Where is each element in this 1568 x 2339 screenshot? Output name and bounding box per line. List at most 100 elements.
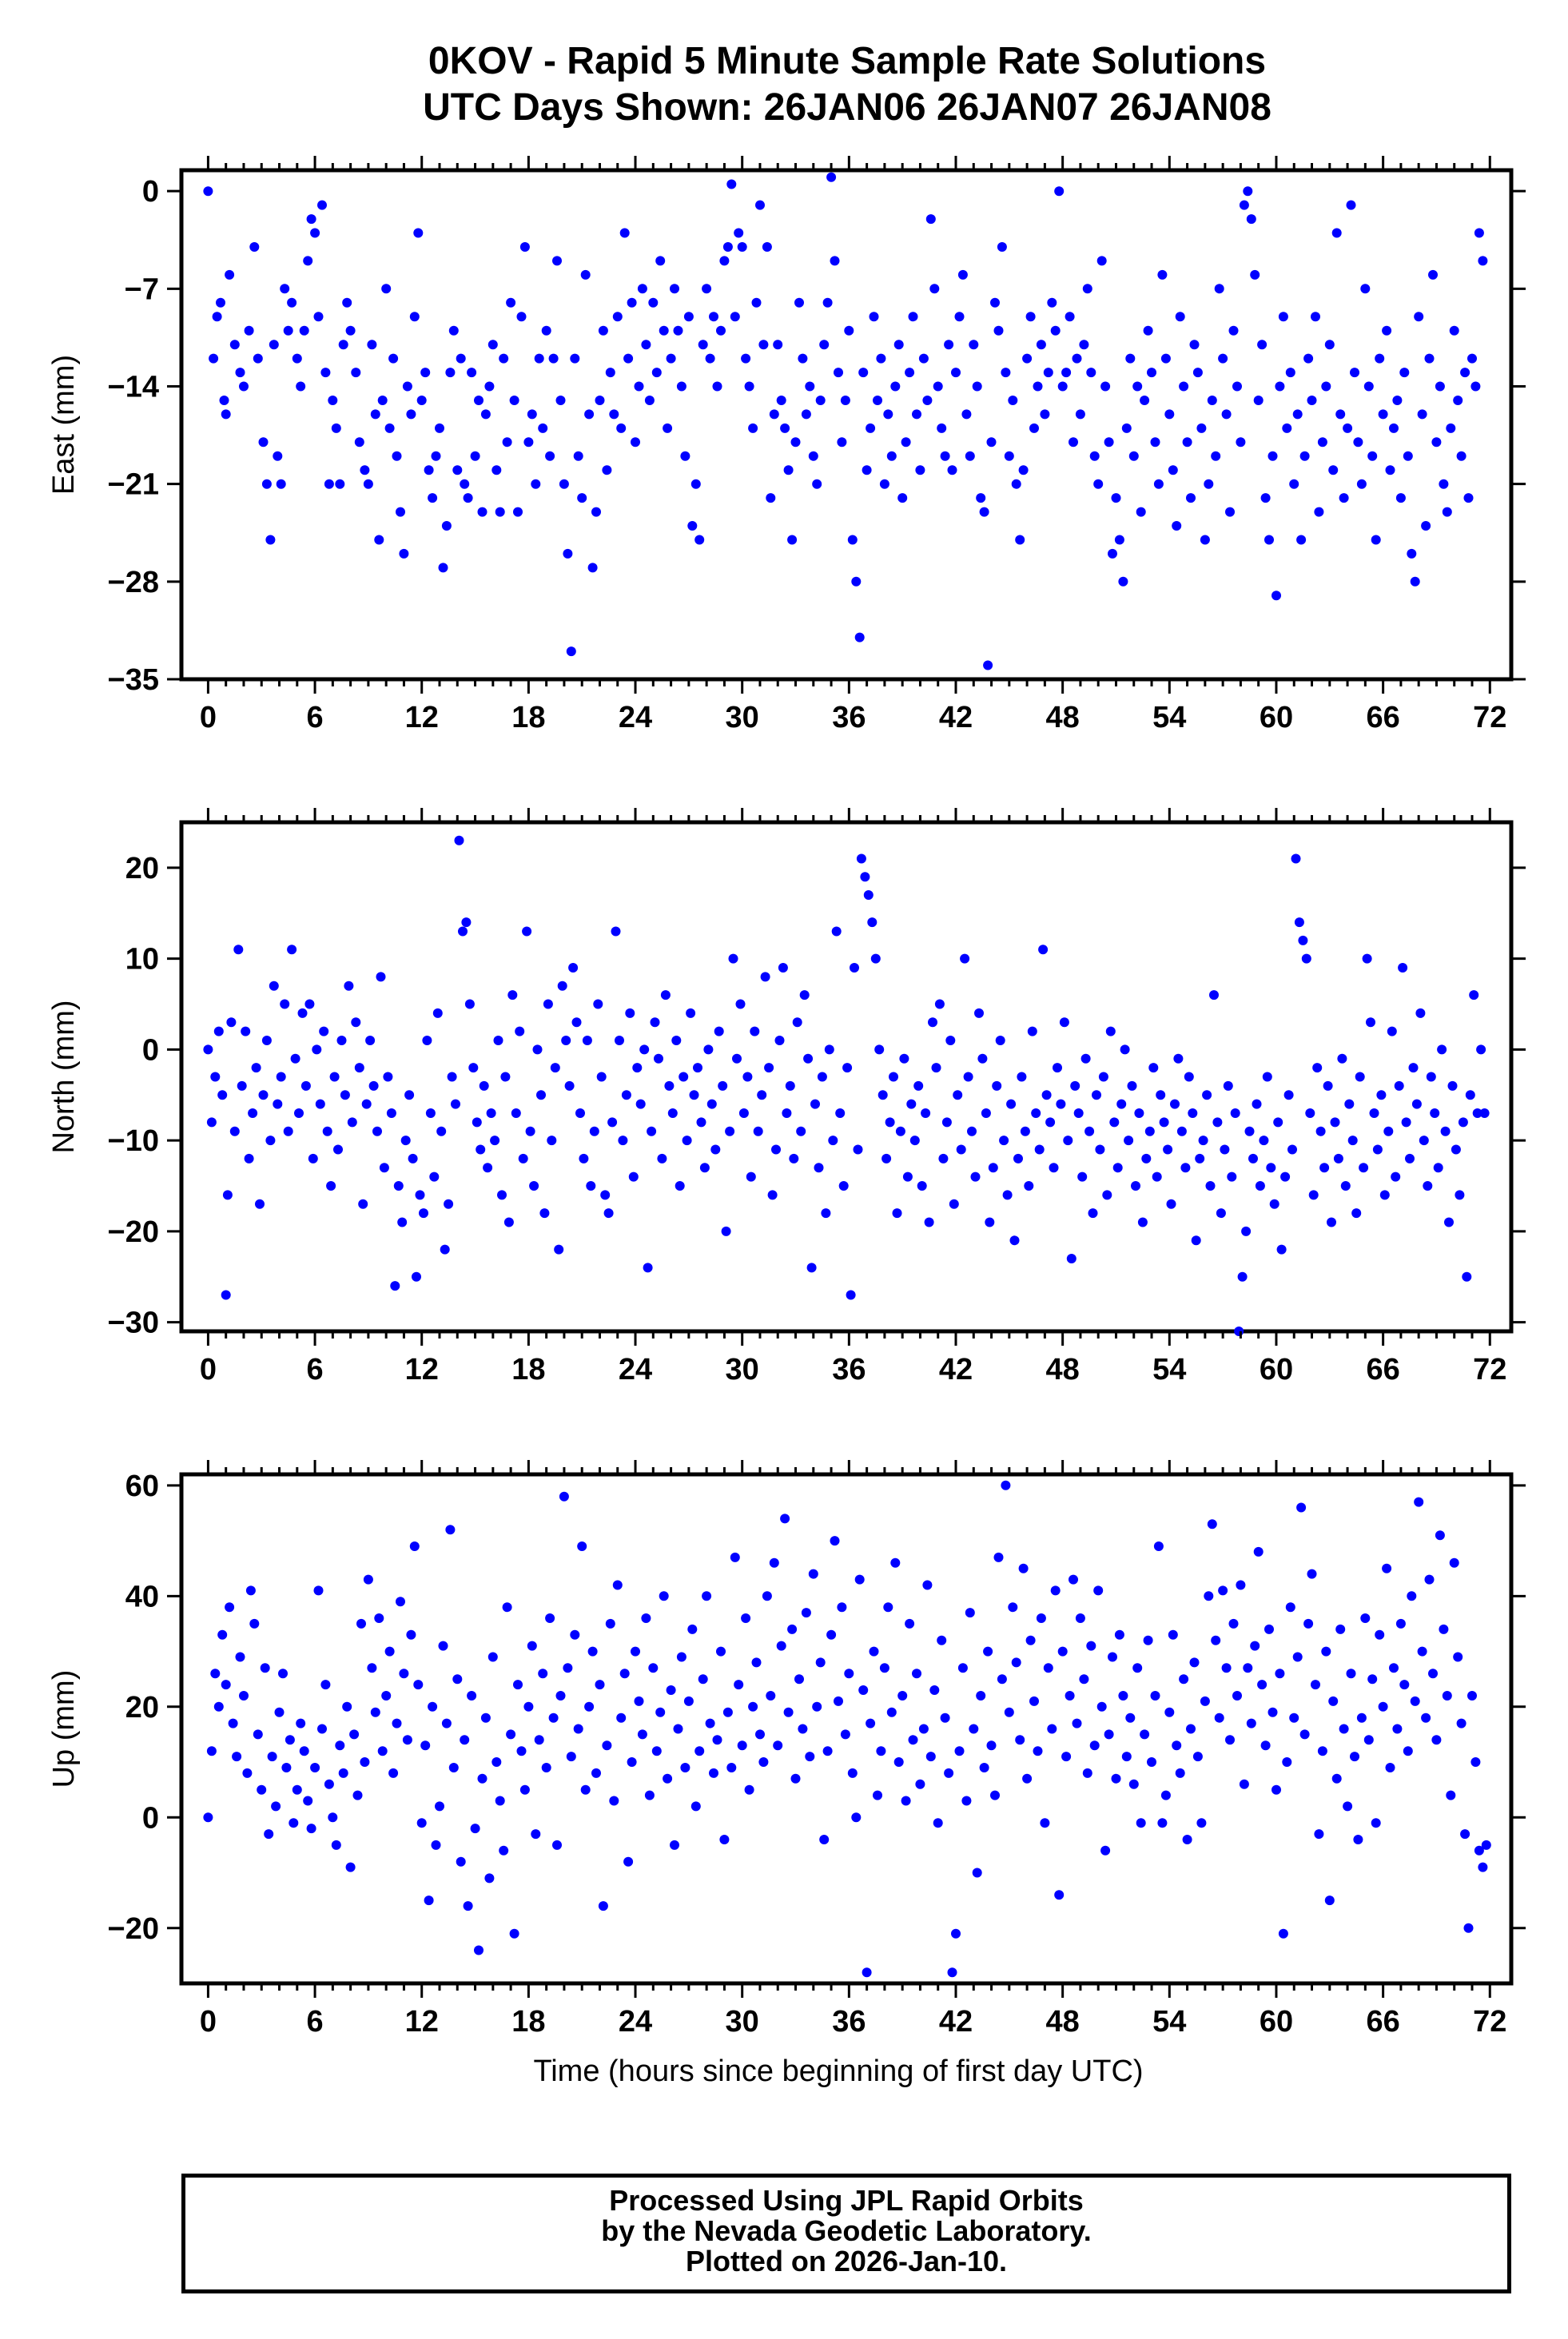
east-panel-data-point [1439, 479, 1449, 489]
east-panel-data-point [687, 521, 698, 531]
east-panel-data-point [1399, 368, 1410, 378]
up-panel-data-point [737, 1740, 747, 1751]
east-panel-data-point [1008, 396, 1018, 405]
east-panel-x-tick-label: 72 [1473, 701, 1506, 734]
north-panel-data-point [269, 981, 279, 991]
east-panel-data-point [819, 340, 830, 350]
north-panel-data-point [1308, 1190, 1319, 1200]
north-panel-data-point [368, 1080, 379, 1091]
up-panel-data-point [352, 1790, 363, 1800]
north-panel-data-point [1227, 1171, 1237, 1182]
up-panel-data-point [406, 1629, 416, 1640]
east-panel-data-point [766, 493, 776, 503]
east-panel-data-point [253, 353, 263, 364]
east-panel-data-point [1442, 507, 1452, 517]
up-panel-data-point [1065, 1691, 1075, 1701]
east-panel-data-point [837, 437, 847, 448]
north-panel-data-point [977, 1053, 988, 1064]
north-panel-data-point [1066, 1254, 1077, 1263]
north-panel-data-point [860, 872, 870, 882]
east-panel-data-point [1075, 409, 1085, 420]
north-panel-data-point [1394, 1080, 1404, 1091]
up-panel-data-point [1321, 1646, 1331, 1657]
up-panel-data-point [1417, 1646, 1427, 1657]
north-panel-data-point [846, 1290, 856, 1300]
east-panel-data-point [1047, 297, 1057, 308]
up-panel-data-point [815, 1657, 826, 1668]
up-panel-data-point [944, 1768, 954, 1778]
east-panel-data-point [1307, 396, 1317, 405]
up-panel-data-point [676, 1652, 686, 1662]
north-panel-data-point [934, 999, 945, 1009]
east-panel-data-point [456, 353, 466, 364]
up-panel-data-point [1096, 1701, 1107, 1712]
north-panel-x-tick-label: 42 [939, 1353, 973, 1386]
east-panel-data-point [769, 409, 779, 420]
north-panel-data-point [1163, 1144, 1173, 1155]
up-panel-data-point [1043, 1663, 1053, 1673]
up-panel-data-point [1186, 1724, 1196, 1734]
east-panel-data-point [734, 228, 744, 238]
up-panel-data-point [1025, 1635, 1036, 1645]
north-panel-data-point [1315, 1126, 1326, 1136]
east-panel-data-point [801, 409, 811, 420]
up-panel-data-point [541, 1763, 551, 1772]
east-panel-data-point [545, 451, 555, 461]
up-panel-data-point [491, 1757, 502, 1767]
up-panel-data-point [976, 1691, 986, 1701]
north-panel-data-point [226, 1017, 237, 1028]
north-panel-y-tick-label: −20 [108, 1215, 159, 1249]
north-panel-data-point [511, 1108, 521, 1118]
up-panel-data-point [1285, 1602, 1295, 1613]
up-panel-data-point [519, 1784, 530, 1795]
east-panel-data-point [299, 325, 309, 336]
east-panel-data-point [209, 353, 219, 364]
east-panel-data-point [1467, 353, 1477, 364]
north-panel-data-point [1059, 1017, 1069, 1028]
east-panel-data-point [1160, 353, 1171, 364]
up-panel-data-point [480, 1712, 491, 1723]
up-panel-data-point [1289, 1712, 1299, 1723]
east-panel-data-point [1282, 423, 1292, 433]
east-panel-data-point [651, 368, 662, 378]
up-panel-data-point [1296, 1502, 1307, 1513]
east-panel-data-point [1132, 381, 1143, 392]
north-panel-data-point [867, 917, 878, 928]
up-panel-data-point [1382, 1563, 1392, 1573]
east-panel-data-point [605, 368, 615, 378]
up-panel-data-point [1331, 1773, 1342, 1784]
east-panel-data-point [1050, 325, 1061, 336]
up-panel-data-point [1356, 1712, 1367, 1723]
north-panel-data-point [721, 1226, 731, 1236]
up-panel-data-point [374, 1613, 384, 1623]
east-panel-data-point [495, 507, 505, 517]
up-panel-data-point [577, 1541, 587, 1551]
up-panel-data-point [274, 1707, 285, 1717]
north-panel-data-point [1259, 1136, 1269, 1146]
north-panel-data-point [1462, 1271, 1472, 1282]
north-panel-data-point [333, 1144, 343, 1155]
footer-line2: by the Nevada Geodetic Laboratory. [601, 2214, 1092, 2247]
up-panel-data-point [893, 1757, 904, 1767]
north-panel-data-point [600, 1190, 611, 1200]
up-panel-data-point [822, 1746, 833, 1756]
up-panel-data-point [1303, 1618, 1314, 1629]
north-panel-data-point [507, 990, 518, 1000]
east-panel-data-point [1363, 381, 1374, 392]
east-panel-data-point [683, 312, 694, 322]
north-panel-data-point [889, 1072, 898, 1082]
up-panel-data-point [1282, 1757, 1292, 1767]
up-panel-data-point [271, 1801, 281, 1812]
east-panel-data-point [552, 256, 562, 266]
east-panel-data-point [317, 200, 327, 210]
up-panel-x-tick-label: 42 [939, 2005, 973, 2039]
up-panel-data-point [908, 1735, 918, 1745]
north-panel-data-point [1049, 1163, 1059, 1173]
north-panel-data-point [539, 1208, 550, 1219]
east-panel-data-point [1104, 437, 1114, 448]
up-panel-data-point [1057, 1646, 1068, 1657]
north-panel-data-point [522, 926, 532, 937]
north-panel-data-point [671, 1036, 682, 1045]
east-panel-data-point [1328, 465, 1339, 475]
up-panel-data-point [381, 1691, 392, 1701]
